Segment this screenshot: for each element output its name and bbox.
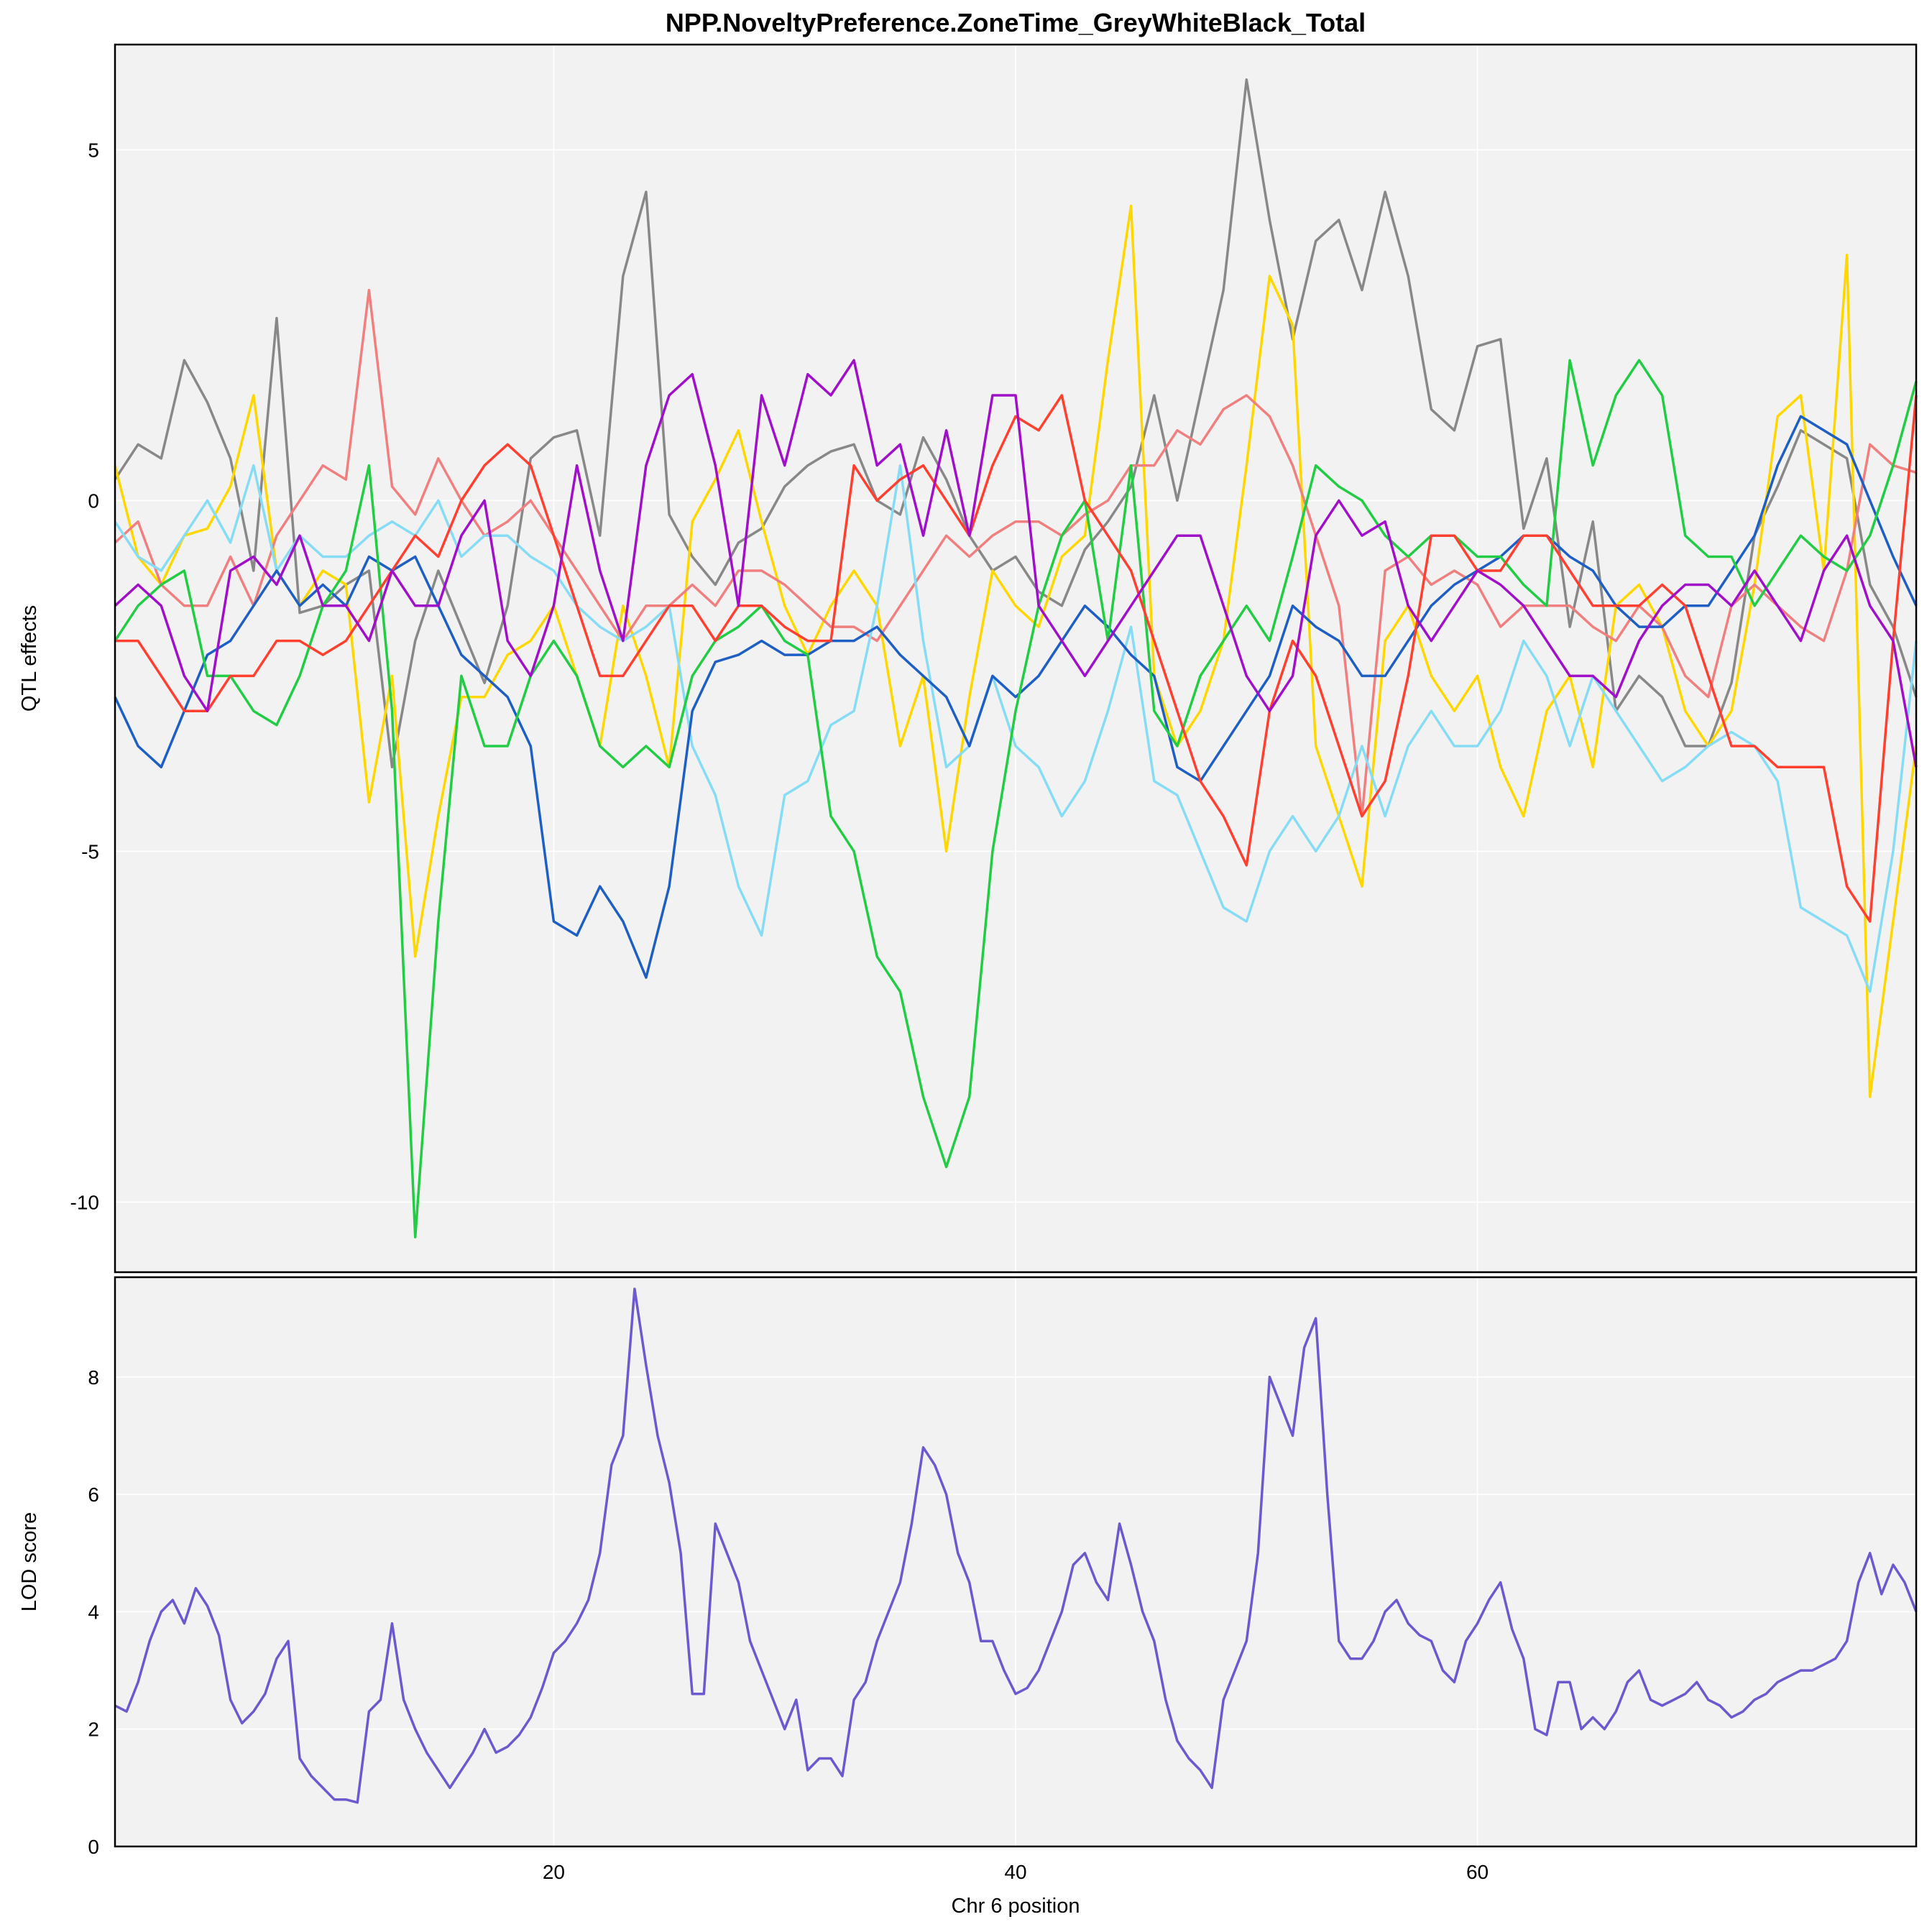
effects-y-ticks: 5 0 -5 -10 [70, 139, 99, 1213]
effects-panel-frame [114, 43, 1918, 1274]
effects-y-tick-label: -10 [70, 1191, 99, 1213]
effects-grid [115, 45, 1916, 1272]
effects-y-tick-label: -5 [81, 840, 99, 862]
effects-y-tick-label: 0 [88, 489, 99, 512]
lod-series [114, 1287, 1918, 1804]
lod-y-tick-label: 2 [88, 1719, 99, 1741]
x-tick-label: 60 [1466, 1861, 1489, 1883]
effects-y-axis-label: QTL effects [18, 605, 41, 712]
lod-x-ticks: 20 40 60 [543, 1861, 1489, 1883]
lod-series-line-1 [114, 1287, 1918, 1804]
lod-y-ticks: 0 2 4 6 8 [88, 1366, 99, 1858]
x-tick-label: 20 [543, 1861, 565, 1883]
lod-y-tick-label: 0 [88, 1836, 99, 1858]
effects-series-line-3 [114, 288, 1917, 818]
x-tick-label: 40 [1004, 1861, 1026, 1883]
effects-y-tick-label: 5 [88, 139, 99, 161]
effects-series-line-8 [114, 359, 1918, 768]
lod-panel: 0 2 4 6 8 20 40 60 LOD score Chr 6 position [18, 1276, 1918, 1918]
lod-y-tick-label: 8 [88, 1366, 99, 1389]
lod-y-tick-label: 6 [88, 1484, 99, 1506]
x-axis-label: Chr 6 position [952, 1895, 1080, 1918]
chart-title: NPP.NoveltyPreference.ZoneTime_GreyWhite… [666, 8, 1366, 37]
lod-y-axis-label: LOD score [18, 1512, 41, 1612]
effects-series-line-6 [114, 359, 1918, 1238]
lod-panel-frame [114, 1276, 1918, 1848]
effects-series-line-7 [115, 394, 1918, 923]
lod-y-tick-label: 4 [88, 1601, 99, 1623]
effects-panel: 5 0 -5 -10 QTL effects [18, 43, 1918, 1274]
effects-series [114, 78, 1918, 1238]
